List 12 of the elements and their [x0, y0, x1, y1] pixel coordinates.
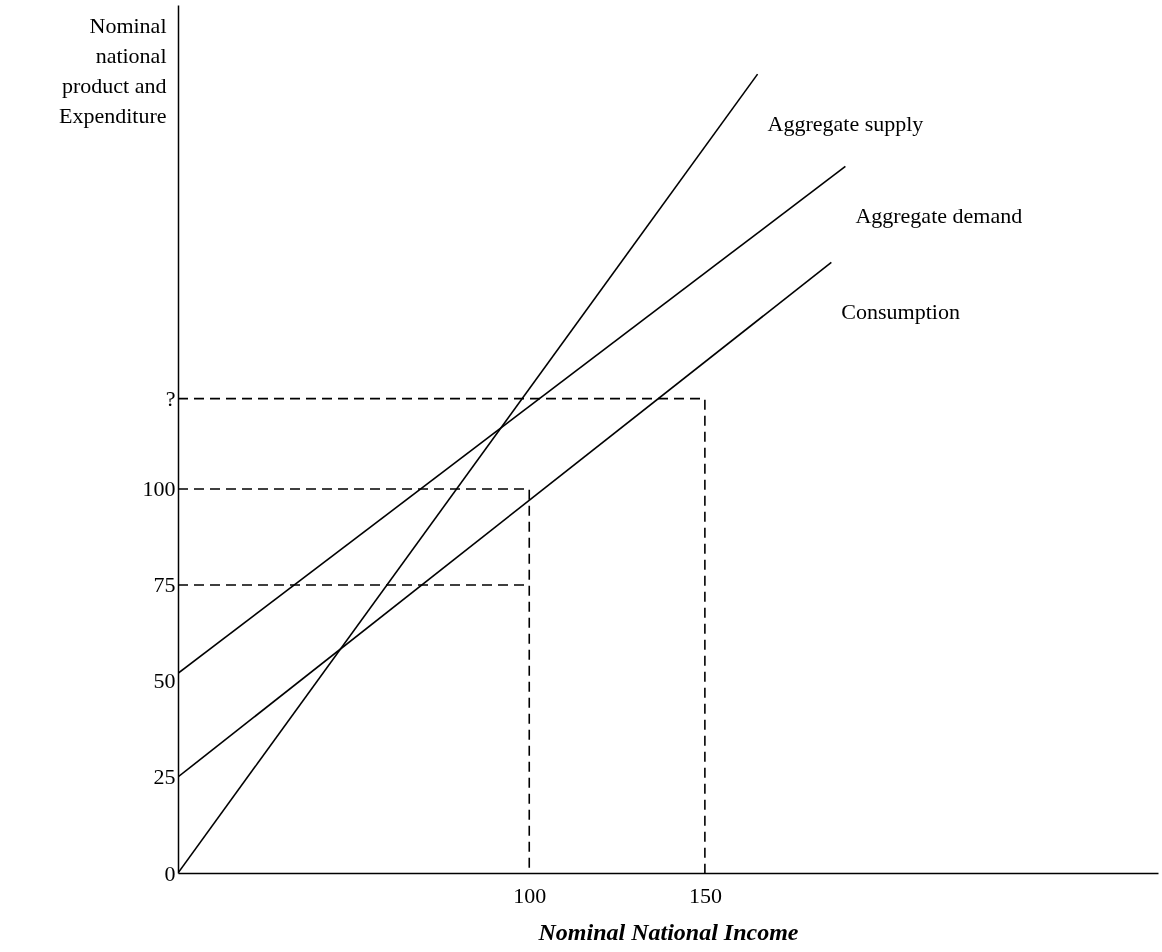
y-tick-label: ? [165, 386, 176, 412]
y-tick-label: 100 [142, 476, 176, 502]
series-label: Aggregate supply [767, 111, 924, 137]
y-tick-label: 25 [153, 764, 176, 790]
y-tick-label: 0 [164, 860, 176, 886]
series-label: Aggregate demand [855, 203, 1023, 229]
y-axis-title: Nominal national product and Expenditure [58, 12, 167, 128]
x-axis-title: Nominal National Income [537, 918, 799, 945]
y-tick-label: 75 [153, 572, 176, 598]
x-tick-label: 150 [688, 882, 722, 908]
series-label: Consumption [841, 299, 960, 325]
y-tick-label: 50 [153, 668, 176, 694]
